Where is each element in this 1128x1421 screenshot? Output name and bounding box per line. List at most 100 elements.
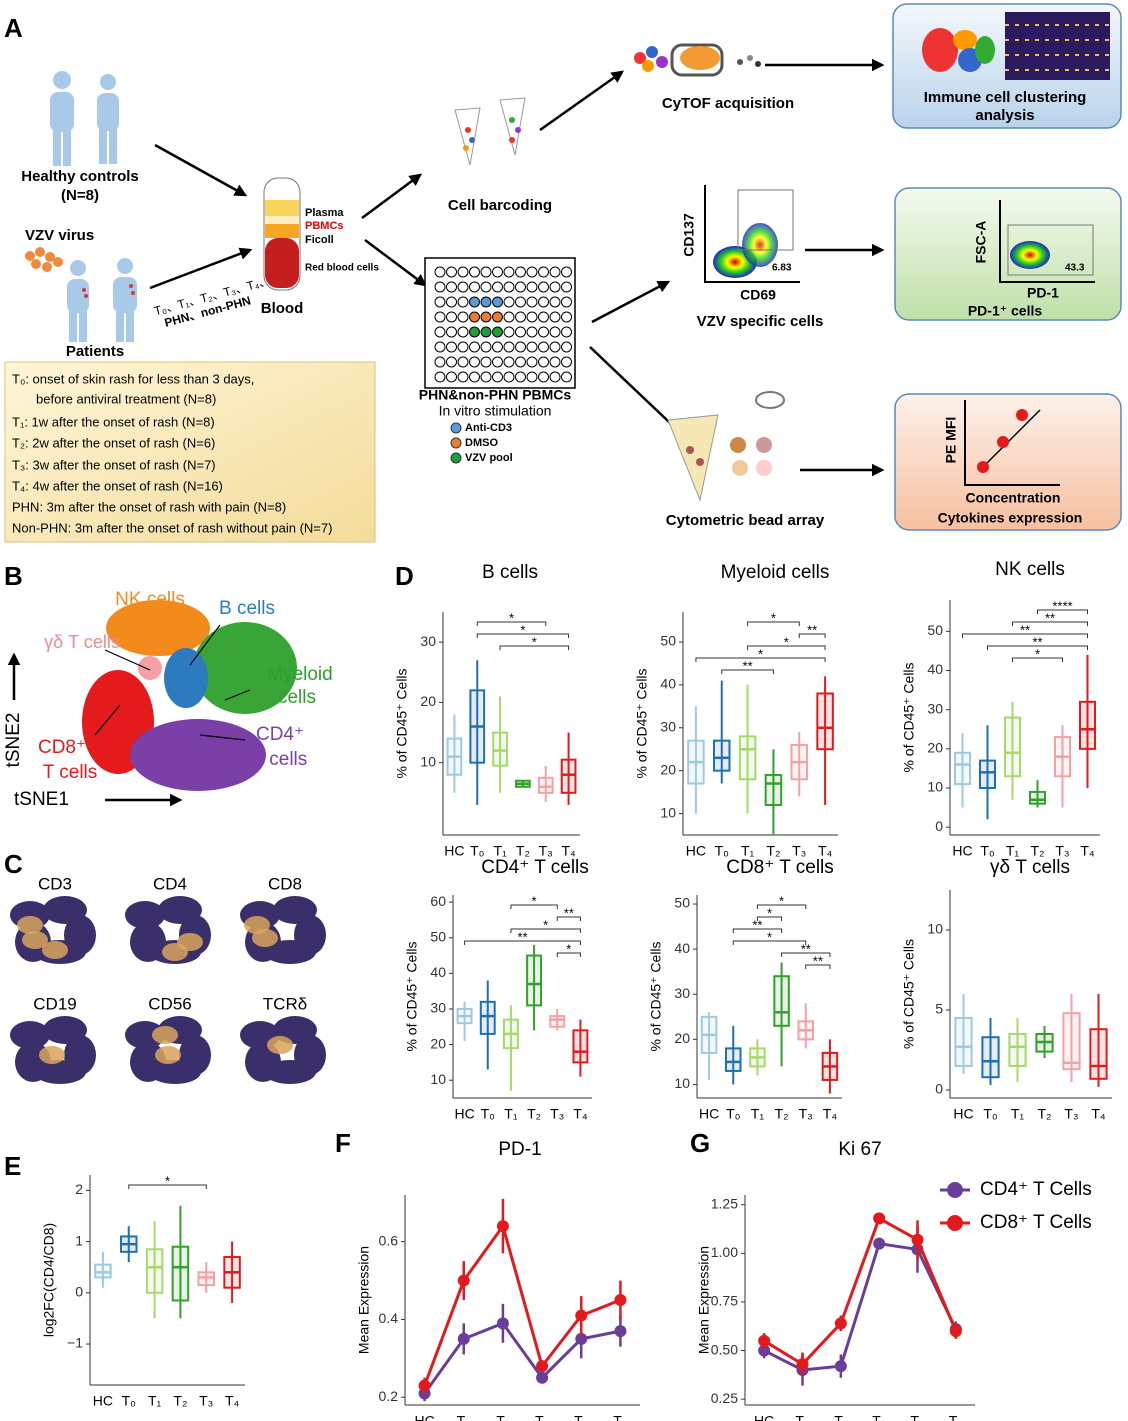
point	[949, 1325, 962, 1338]
label: Cell barcoding	[448, 197, 552, 214]
panel-b: B NK cells B cells γδ T cells Myeloid ce…	[3, 561, 333, 810]
well	[538, 281, 549, 293]
x-tick-label: T₁	[504, 1106, 518, 1122]
y-tick-label: 40	[660, 676, 676, 692]
cba-plot	[964, 400, 1060, 486]
significance-label: *	[543, 917, 548, 932]
legend-label: DMSO	[465, 437, 498, 449]
well	[503, 371, 515, 383]
box	[725, 1047, 742, 1072]
well	[549, 326, 561, 338]
significance-bracket	[747, 645, 826, 650]
well	[446, 296, 457, 308]
significance-label: *	[771, 610, 776, 625]
series-line	[423, 1321, 621, 1395]
well	[561, 296, 572, 308]
pd1-plot	[999, 200, 1095, 283]
significance-bracket	[781, 952, 831, 957]
box	[549, 1015, 566, 1028]
well	[538, 341, 549, 353]
point	[457, 1332, 470, 1345]
well	[480, 281, 492, 293]
cluster-label: γδ T cells	[44, 632, 120, 652]
x-tick-label: T₁	[1011, 1106, 1025, 1122]
chart-title: PD-1	[498, 1139, 541, 1160]
significance-bracket	[556, 952, 581, 957]
significance-bracket	[510, 928, 581, 933]
arrow	[154, 143, 248, 197]
box	[572, 1029, 589, 1064]
well	[480, 311, 492, 323]
y-tick-label: 1.25	[711, 1195, 738, 1211]
label: Cytometric bead array	[666, 512, 825, 529]
significance-label: *	[165, 1173, 170, 1188]
label: PBMCs	[305, 220, 344, 232]
label: (N=8)	[61, 187, 99, 204]
axis-label: PD-1	[1027, 285, 1059, 301]
cluster-label: cells	[278, 687, 316, 708]
well	[503, 296, 515, 308]
well	[561, 266, 572, 278]
well	[526, 296, 538, 308]
marker-label: CD4	[153, 874, 187, 893]
well	[446, 341, 457, 353]
y-tick-label: 50	[430, 928, 446, 944]
significance-bracket	[756, 916, 783, 921]
y-tick-label: 60	[430, 893, 446, 909]
well	[549, 266, 561, 278]
box	[1089, 1028, 1108, 1080]
well	[549, 371, 561, 383]
well	[434, 311, 446, 323]
chart-title: CD4⁺ T cells	[481, 857, 589, 878]
well	[434, 371, 446, 383]
x-tick-label: T₀	[795, 1413, 810, 1421]
x-tick-label: T₁	[496, 1413, 510, 1421]
expression	[177, 933, 203, 951]
significance-label: *	[784, 634, 789, 649]
significance-label: *	[1035, 646, 1040, 661]
y-tick-label: 10	[660, 804, 676, 820]
y-tick-label: 10	[430, 1071, 446, 1087]
x-tick-label: T₄	[1091, 1106, 1106, 1122]
significance-label: **	[813, 953, 823, 968]
label: PD-1⁺ cells	[968, 303, 1043, 319]
cluster	[125, 901, 165, 929]
box	[954, 751, 971, 786]
y-tick-label: 50	[927, 622, 943, 638]
box	[492, 731, 508, 767]
significance-bracket	[695, 657, 826, 662]
point	[873, 1212, 886, 1225]
x-tick-label: T₂	[173, 1393, 187, 1409]
legend-swatch	[947, 1215, 963, 1231]
healthy-icon	[50, 71, 119, 166]
cluster	[138, 656, 162, 680]
significance-bracket	[476, 621, 547, 626]
legend-label: CD8⁺ T Cells	[980, 1212, 1092, 1233]
legend-swatch	[450, 437, 462, 449]
y-tick-label: 0.25	[711, 1390, 738, 1406]
well	[561, 341, 572, 353]
y-axis-label: Mean Expression	[696, 1246, 712, 1354]
x-tick-label: T₂	[535, 1413, 549, 1421]
y-tick-label: 20	[660, 761, 676, 777]
legend-label: CD4⁺ T Cells	[980, 1179, 1092, 1200]
box	[981, 1036, 1000, 1079]
label: analysis	[975, 107, 1034, 124]
marker-label: CD8	[268, 874, 302, 893]
y-tick-label: 1.00	[711, 1244, 738, 1260]
well	[457, 281, 469, 293]
label: VZV virus	[25, 227, 94, 244]
y-tick-label: 30	[660, 718, 676, 734]
well	[457, 371, 469, 383]
point	[457, 1274, 470, 1287]
note: before antiviral treatment (N=8)	[36, 391, 216, 406]
box	[1004, 716, 1021, 778]
axis-label: CD69	[740, 287, 776, 303]
cluster-label: T cells	[253, 749, 308, 770]
point	[873, 1237, 886, 1250]
well	[480, 356, 492, 368]
well	[538, 326, 549, 338]
x-tick-label: T₄	[225, 1393, 240, 1409]
x-tick-label: T₁	[751, 1106, 765, 1122]
well	[549, 311, 561, 323]
